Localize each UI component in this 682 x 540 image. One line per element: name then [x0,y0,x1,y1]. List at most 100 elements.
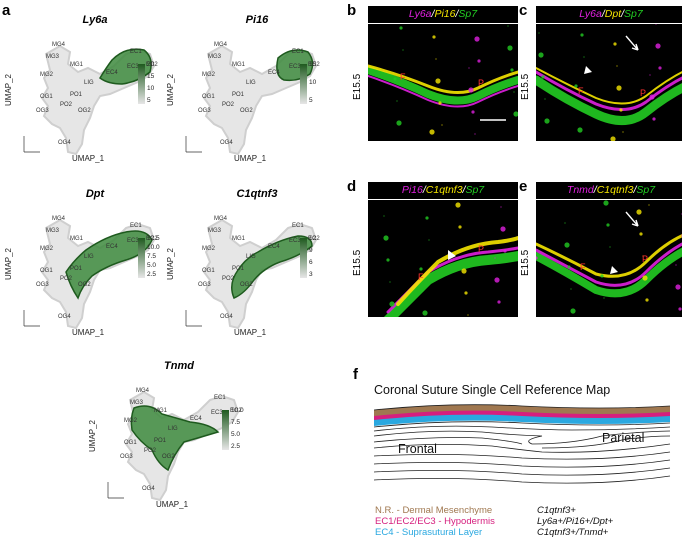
micrograph-b: Ly6a/Pi16/Sp7 F P [368,6,518,141]
cluster-label: PO1 [232,266,245,272]
umap-scatter: EC1 EC2 EC3 EC4 MG4 MG3 MG1 MG2 LIG OG1 PO1 PO2 OG3 O… [107,388,242,502]
cluster-label: EC4 [106,70,118,76]
cluster-label: OG4 [220,314,233,320]
cluster-label: EC3 [289,238,301,244]
panel-label-d: d [347,178,357,195]
cluster-label: PO2 [222,102,235,108]
cluster-label: OG3 [36,108,49,114]
cluster-label: EC2 [146,236,158,242]
umap-color-scale [222,410,229,450]
cluster-label: PO2 [60,102,73,108]
stain-header: Pi16/C1qtnf3/Sp7 [368,182,518,200]
umap-plot-dpt: Dpt EC1 EC2 EC3 EC4 MG4 MG3 MG1 MG2 LIG OG1 PO1 PO2 O… [4,188,170,337]
umap-scale-tick: 10.0 [231,407,244,414]
cluster-label: OG1 [202,94,215,100]
marker-suprasutural: C1qtnf3+/Tnmd+ [537,527,609,538]
umap-y-label: UMAP_2 [4,73,13,106]
cluster-label: EC2 [308,236,320,242]
stain-header: Tnmd/C1qtnf3/Sp7 [536,182,682,200]
parietal-marker: P [478,78,484,88]
cluster-label: OG3 [198,282,211,288]
umap-scale-tick: 15 [309,61,317,68]
umap-scale-tick: 15 [147,73,155,80]
umap-color-scale [138,64,145,104]
cluster-label: MG2 [202,72,216,78]
cluster-label: MG2 [202,246,216,252]
arrow-icon [625,35,639,51]
umap-plot-pi16: Pi16 EC1 EC2 EC3 EC4 MG4 MG3 MG1 MG2 LIG OG1 PO1 PO2… [166,14,332,163]
cluster-label: MG1 [232,236,246,242]
frontal-marker: F [400,72,406,82]
cluster-label: MG1 [70,236,84,242]
umap-title: Dpt [85,188,105,200]
cluster-label: OG4 [220,140,233,146]
umap-scatter: EC1 EC2 EC3 EC4 MG4 MG3 MG1 MG2 LIG OG1 PO1 PO2 OG3 O… [185,216,320,330]
umap-x-label: UMAP_1 [234,328,267,337]
umap-scale-tick: 20 [147,61,155,68]
cluster-label: PO1 [70,92,83,98]
cluster-label: LIG [246,254,256,260]
arrowhead-icon [448,250,456,260]
cluster-label: MG4 [52,216,66,222]
cluster-label: EC1 [292,49,304,55]
cluster-label: EC1 [130,223,142,229]
parietal-marker: P [642,254,648,264]
arrowhead-icon [584,66,592,74]
panel-label-a: a [2,2,11,19]
cluster-label: OG1 [202,268,215,274]
cluster-label: MG4 [136,388,150,394]
umap-x-label: UMAP_1 [72,328,105,337]
umap-scale-tick: 2.5 [147,271,157,278]
cluster-label: PO1 [70,266,83,272]
umap-scale-tick: 7.5 [231,419,241,426]
frontal-marker: F [578,86,584,96]
umap-plot-c1qtnf3: C1qtnf3 EC1 EC2 EC3 EC4 MG4 MG3 MG1 MG2 LIG OG1 PO1… [166,188,332,337]
stage-label: E15.5 [352,249,363,276]
umap-y-label: UMAP_2 [166,73,175,106]
stain-image: FP [368,25,518,135]
umap-y-label: UMAP_2 [166,247,175,280]
cluster-label: MG4 [214,216,228,222]
parietal-marker: P [640,88,646,98]
cluster-label: OG3 [36,282,49,288]
cluster-label: EC3 [127,238,139,244]
umap-scale-tick: 2.5 [231,443,241,450]
micrograph-c: Ly6a/Dpt/Sp7 F P [536,6,682,141]
cluster-label: OG4 [58,140,71,146]
cluster-label: EC4 [106,244,118,250]
cluster-label: LIG [168,426,178,432]
cluster-label: EC3 [289,64,301,70]
cluster-label: EC1 [292,223,304,229]
cluster-label: PO1 [232,92,245,98]
umap-y-label: UMAP_2 [88,419,97,452]
cluster-label: OG1 [40,94,53,100]
cluster-label: LIG [246,80,256,86]
marker-dermal: C1qtnf3+ [537,505,576,516]
cluster-label: EC1 [130,49,142,55]
cluster-label: OG4 [142,486,155,492]
stain-header: Ly6a/Pi16/Sp7 [368,6,518,24]
stage-label: E15.5 [352,73,363,100]
umap-scale-tick: 9 [309,247,313,254]
umap-x-label: UMAP_1 [156,500,189,509]
umap-scale-tick: 5.0 [147,262,157,269]
micrograph-d: Pi16/C1qtnf3/Sp7 F P [368,182,518,317]
cluster-label: MG2 [124,418,138,424]
umap-title: Pi16 [245,14,269,26]
cluster-label: MG2 [40,72,54,78]
cluster-label: MG1 [232,62,246,68]
umap-color-scale [138,238,145,278]
umap-scale-tick: 5 [309,97,313,104]
umap-title: Ly6a [82,14,108,26]
cluster-label: OG3 [198,108,211,114]
umap-title: C1qtnf3 [236,188,278,200]
cluster-label: LIG [84,80,94,86]
cluster-label: MG4 [52,42,66,48]
umap-scale-tick: 10.0 [147,244,160,251]
umap-scatter: EC1 EC2 EC3 EC4 MG4 MG3 MG1 MG2 LIG OG1 PO1 PO2 OG3 O… [185,42,320,156]
reference-map-title: Coronal Suture Single Cell Reference Map [374,383,611,397]
cluster-label: OG2 [78,282,91,288]
cluster-label: OG1 [124,440,137,446]
cluster-label: EC4 [268,244,280,250]
